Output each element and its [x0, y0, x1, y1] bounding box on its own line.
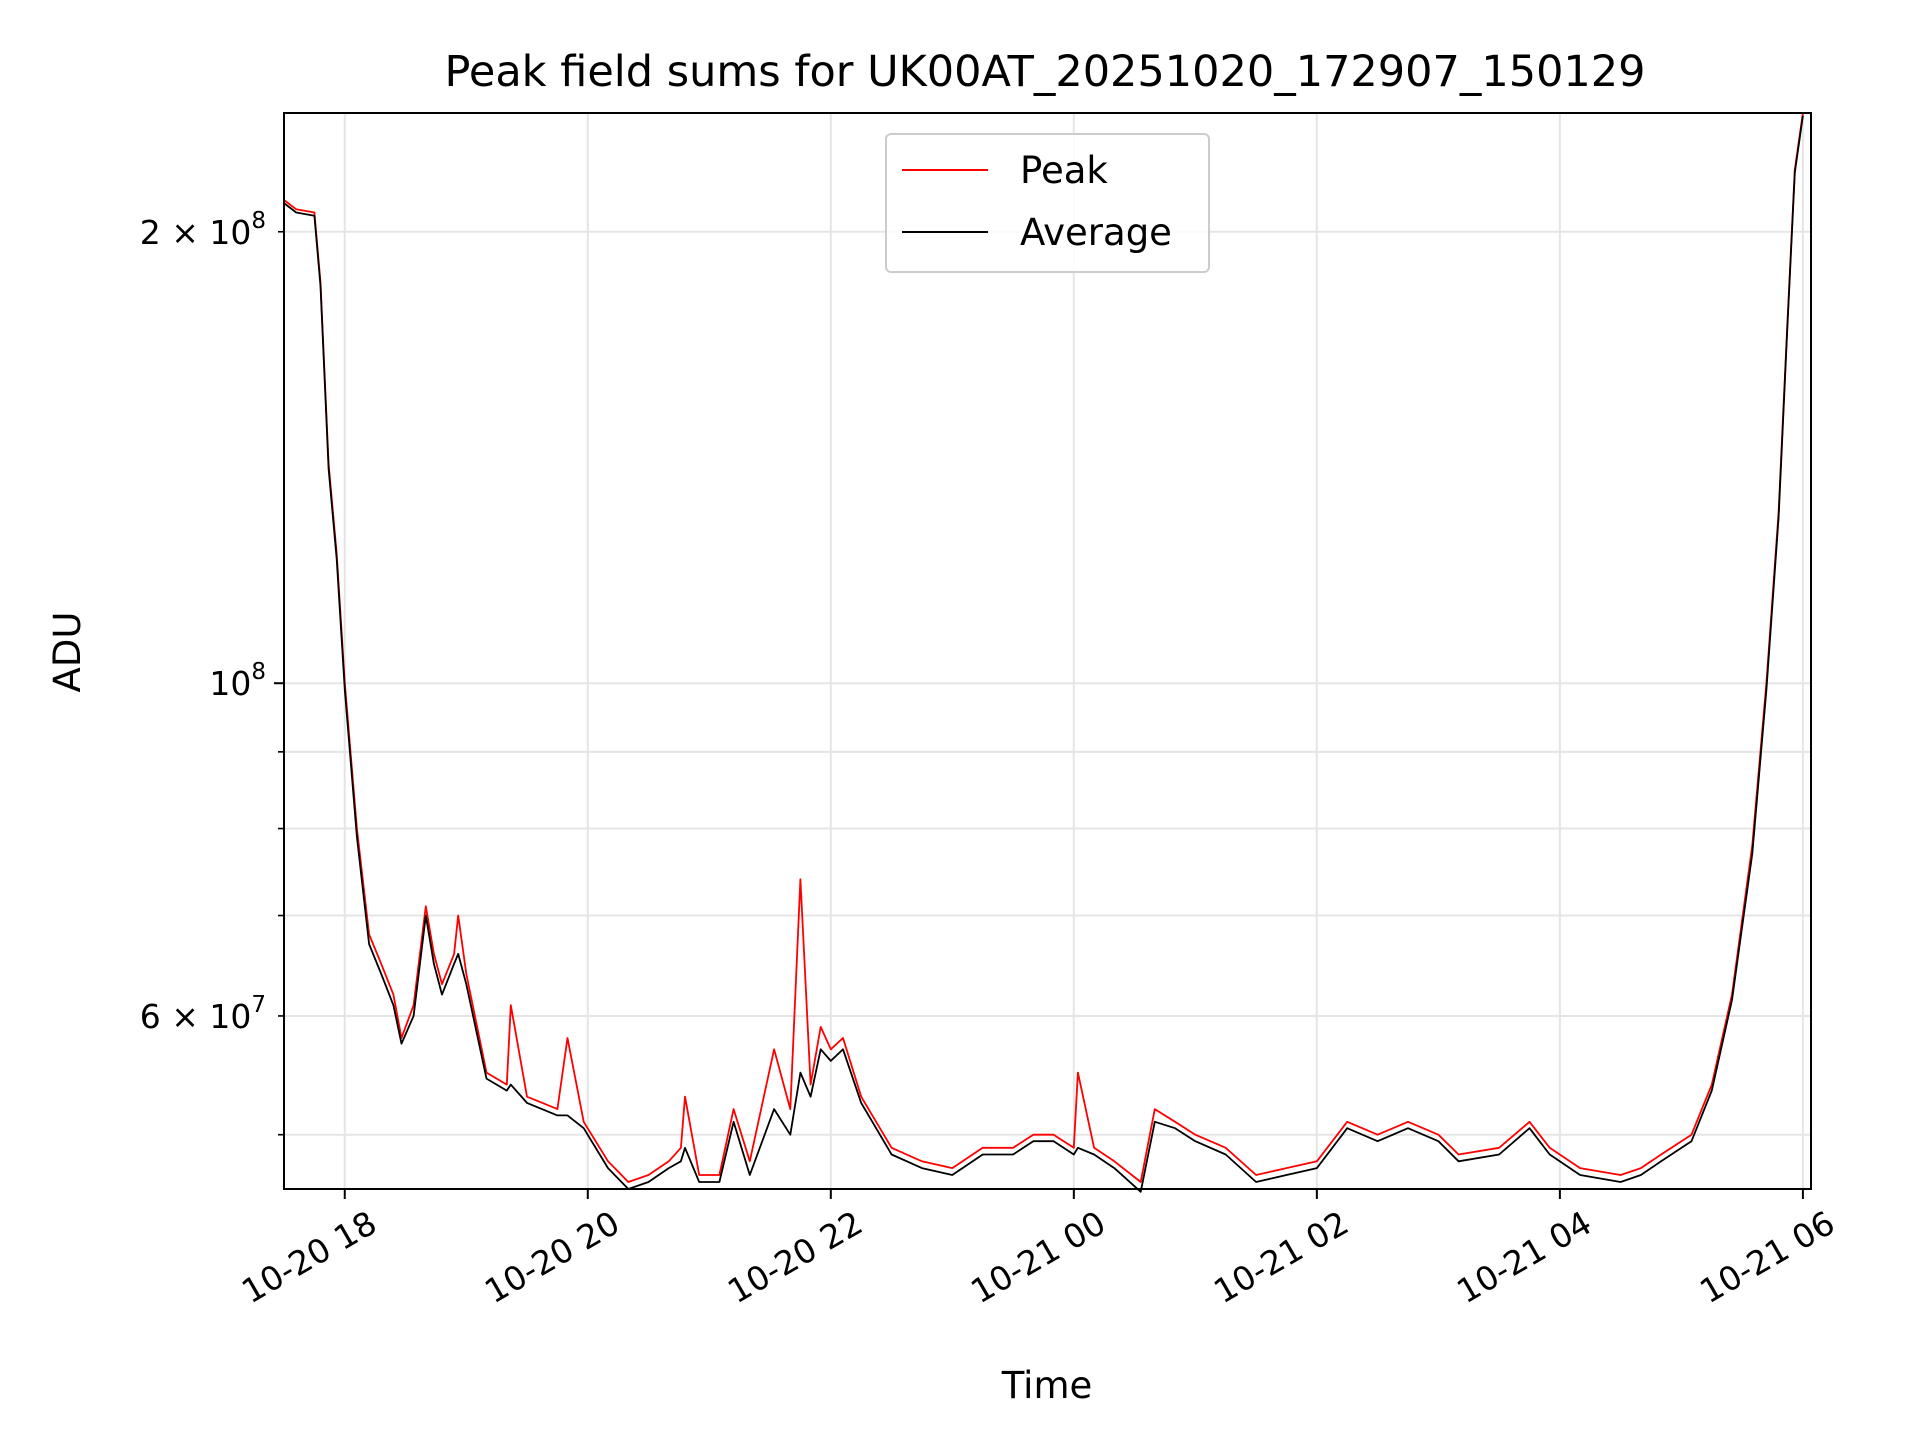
y-tick-exponent: 8 [251, 659, 266, 685]
series-line-peak [283, 112, 1804, 1183]
x-tick-label: 10-20 20 [478, 1203, 626, 1311]
y-tick-label: 108 [209, 659, 266, 703]
x-tick-label: 10-21 02 [1207, 1203, 1355, 1311]
y-axis: 108 6 × 107 2 × 108 [140, 208, 284, 1136]
x-axis: 10-20 18 10-20 20 10-20 22 10-21 00 10-21 02… [235, 1189, 1841, 1311]
plot-frame [283, 112, 1812, 1190]
x-axis-label: Time [1001, 1364, 1093, 1407]
x-tick-label: 10-20 18 [235, 1203, 383, 1311]
series-layer [283, 112, 1804, 1193]
series-line-average [283, 115, 1804, 1193]
legend: Peak Average [885, 133, 1210, 273]
legend-box [885, 133, 1210, 273]
y-tick-exponent: 8 [251, 208, 266, 234]
y-tick-label: 6 × 107 [140, 992, 266, 1036]
chart-title: Peak field sums for UK00AT_20251020_1729… [444, 47, 1645, 97]
grid-lines [284, 113, 1811, 1189]
y-tick-exponent: 7 [251, 992, 266, 1018]
y-tick-label: 2 × 108 [140, 208, 266, 252]
x-tick-label: 10-21 04 [1450, 1203, 1598, 1311]
y-axis-label: ADU [46, 612, 89, 693]
legend-label-average: Average [1020, 211, 1172, 254]
x-tick-label: 10-20 22 [721, 1203, 869, 1311]
x-tick-label: 10-21 00 [964, 1203, 1112, 1311]
x-tick-label: 10-21 06 [1693, 1203, 1841, 1311]
legend-label-peak: Peak [1020, 149, 1108, 192]
